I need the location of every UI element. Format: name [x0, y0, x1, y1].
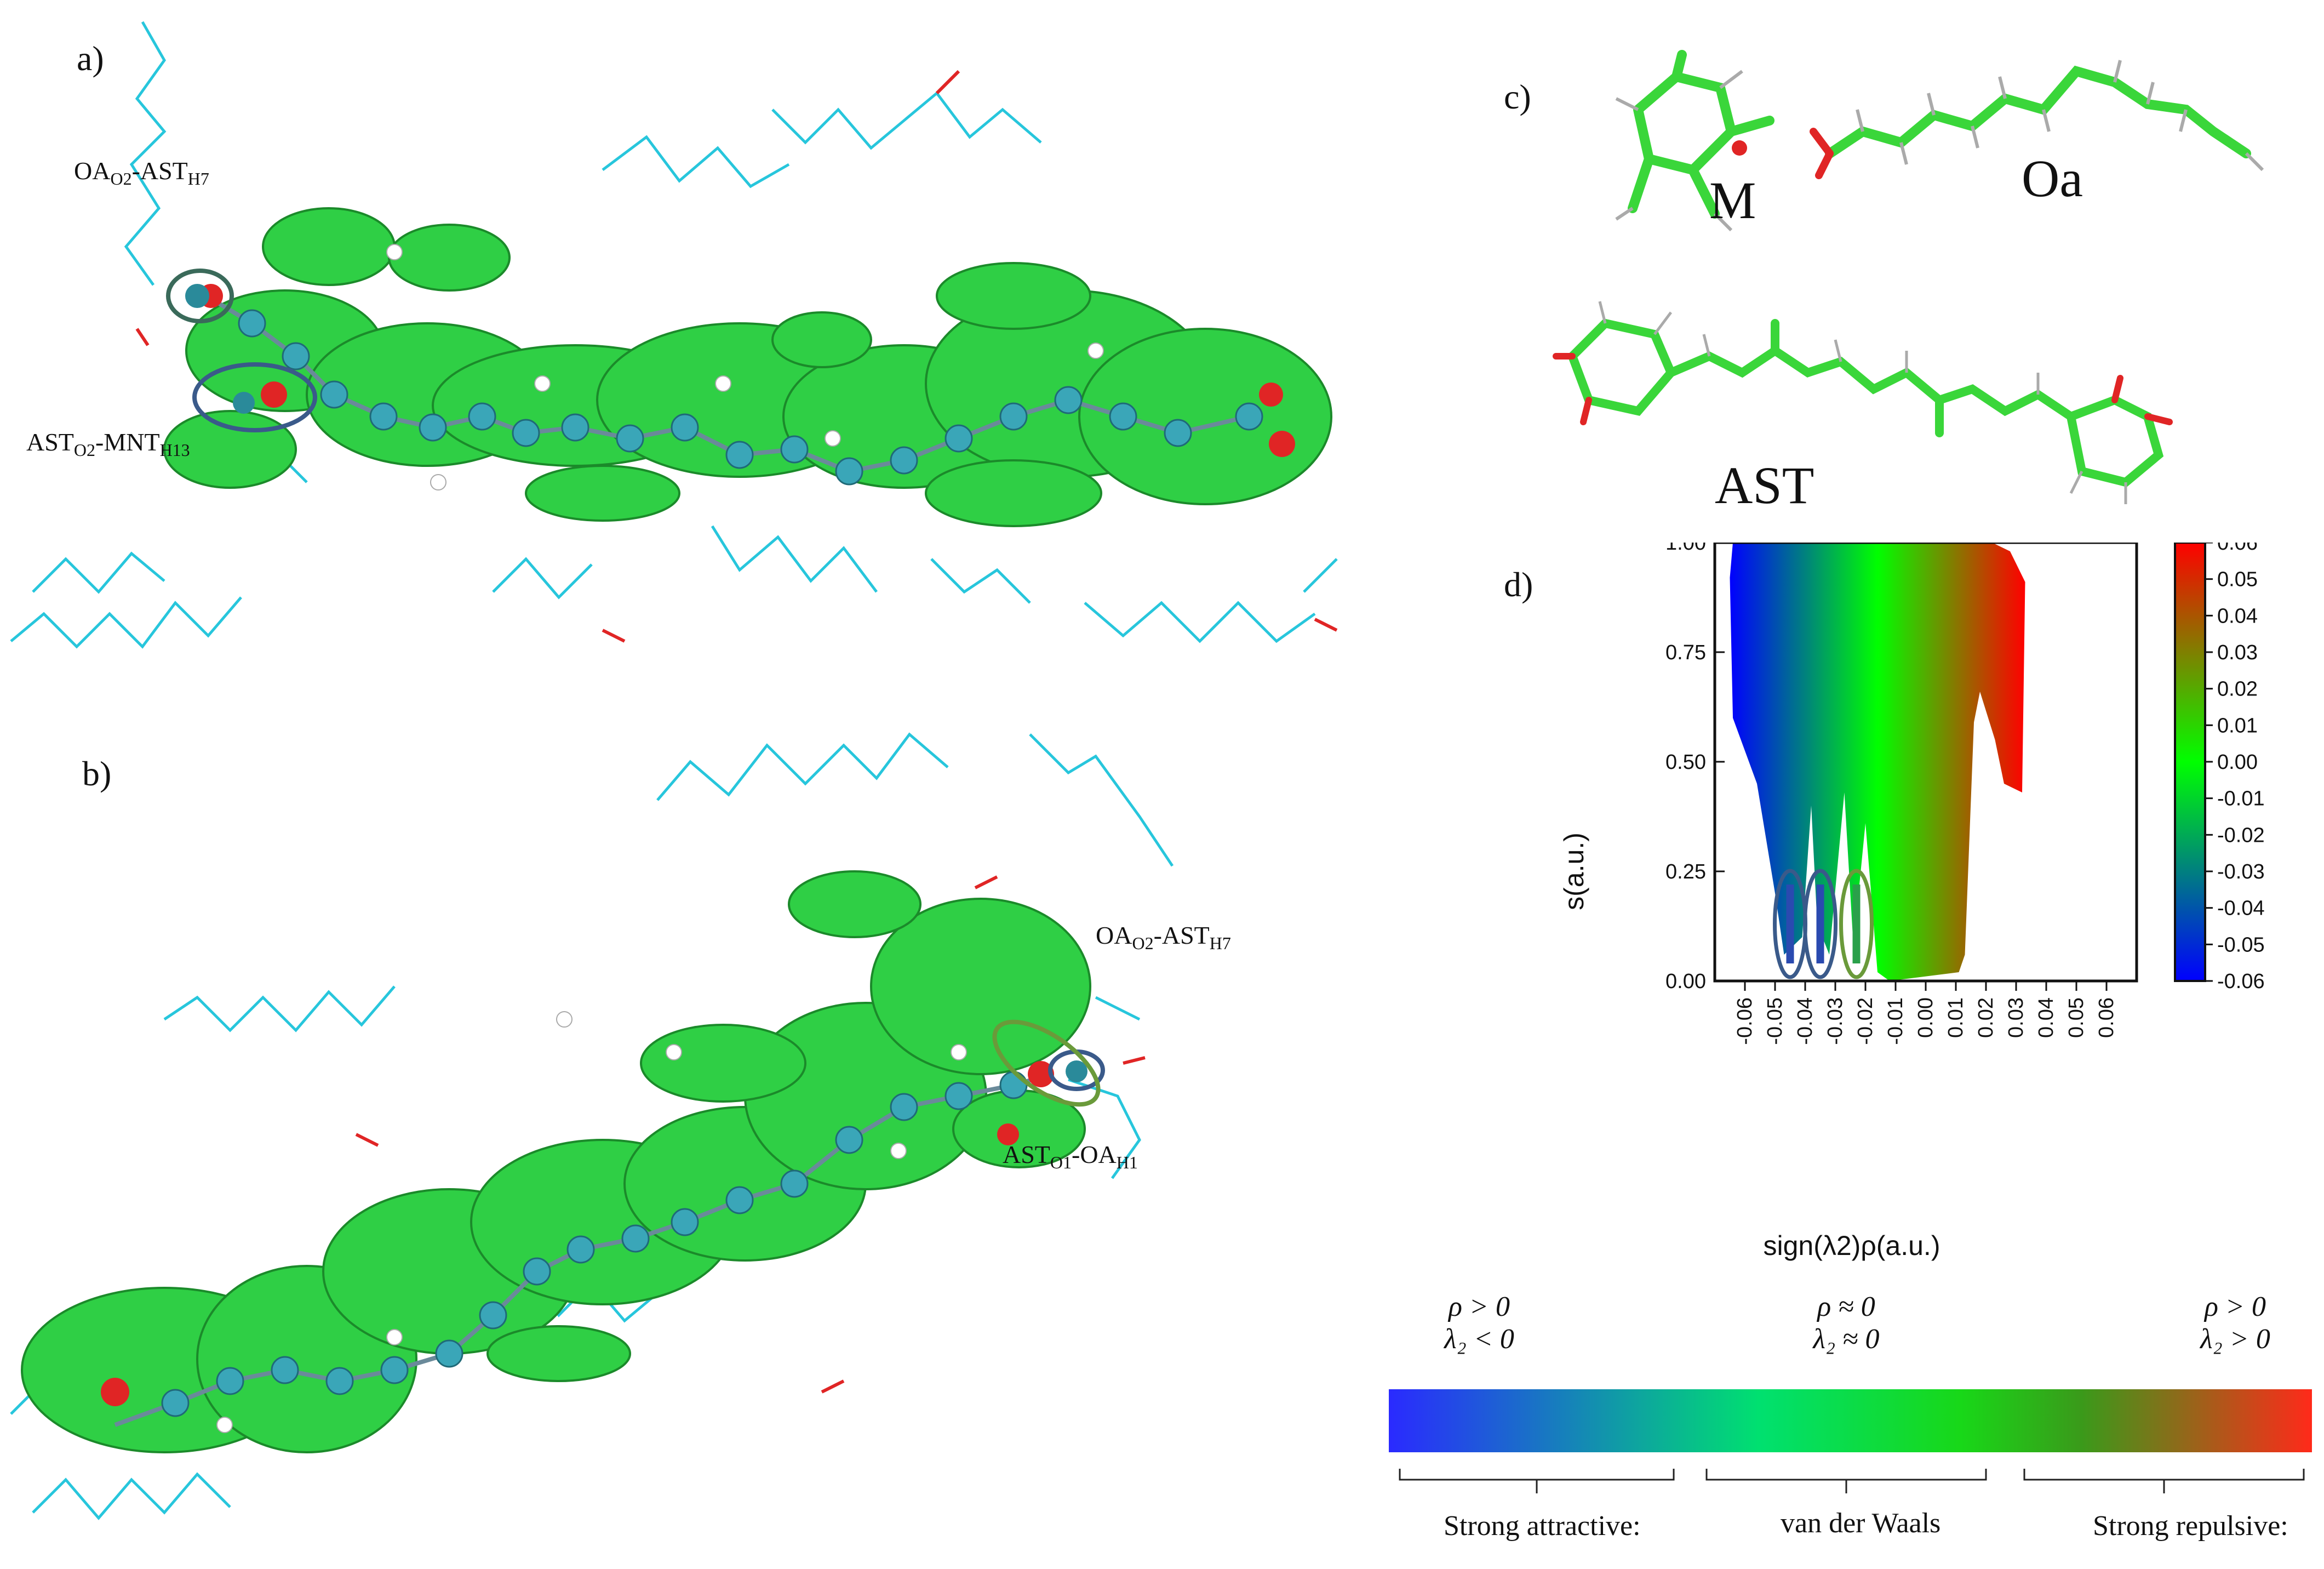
legend-middle-line1: ρ ≈ 0: [1817, 1291, 1875, 1322]
annotation-ast-o2-mnt-h13: ASTO2-MNTH13: [26, 428, 190, 460]
legend-caption-repulsive: Strong repulsive:: [2093, 1510, 2288, 1542]
x-tick-label-2: -0.04: [1794, 997, 1817, 1045]
colorbar-tick-label-5: 0.01: [2217, 714, 2258, 737]
colorbar-tick-label-10: -0.04: [2217, 897, 2265, 920]
y-tick-label-1: 0.25: [1665, 860, 1706, 883]
panel-c-label: c): [1504, 77, 1531, 116]
x-tick-label-11: 0.05: [2065, 997, 2088, 1038]
panel-b-label: b): [82, 754, 112, 793]
x-tick-label-3: -0.03: [1824, 997, 1847, 1045]
colorbar-tick-label-2: 0.04: [2217, 604, 2258, 627]
x-tick-label-8: 0.02: [1974, 997, 1997, 1038]
panel-b-molecule-view: [10, 732, 1174, 1520]
annotation-oa-o2-ast-h7-b: OAO2-ASTH7: [1096, 921, 1231, 953]
spike-ring-2: [1803, 869, 1838, 979]
colorbar-tick-label-1: 0.05: [2217, 568, 2258, 591]
y-axis-label: s(a.u.): [1561, 832, 1589, 910]
x-tick-label-7: 0.01: [1944, 997, 1967, 1038]
colorbar-tick-label-12: -0.06: [2217, 970, 2265, 993]
panel-a-label: a): [77, 39, 104, 78]
molecule-m-structure: [1615, 50, 1775, 232]
colorbar-tick-label-0: 0.06: [2217, 543, 2258, 555]
legend-left-header: ρ > 0 λ₂ < 0: [1435, 1291, 1523, 1355]
annotation-ast-o1-oa-h1: ASTO1-OAH1: [1003, 1140, 1138, 1172]
x-tick-label-5: -0.01: [1884, 997, 1907, 1045]
x-tick-label-6: 0.00: [1914, 997, 1937, 1038]
legend-right-header: ρ > 0 λ₂ > 0: [2191, 1291, 2279, 1355]
x-tick-label-12: 0.06: [2095, 997, 2118, 1038]
colorbar-tick-label-7: -0.01: [2217, 788, 2265, 811]
colorbar-tick-label-11: -0.05: [2217, 933, 2265, 956]
colorbar-tick-label-9: -0.03: [2217, 860, 2265, 883]
x-tick-label-4: -0.02: [1854, 997, 1877, 1045]
panel-d-label: d): [1504, 565, 1533, 604]
x-tick-label-9: 0.03: [2005, 997, 2028, 1038]
y-tick-label-3: 0.75: [1665, 641, 1706, 664]
legend-middle-line2: λ₂ ≈ 0: [1813, 1323, 1880, 1355]
legend-right-line2: λ₂ > 0: [2200, 1323, 2270, 1355]
x-axis-label: sign(λ2)ρ(a.u.): [1764, 1230, 1941, 1261]
panel-a-molecule-view: [10, 21, 1338, 649]
colorbar-tick-label-8: -0.02: [2217, 824, 2265, 847]
colorbar-tick-label-6: 0.00: [2217, 751, 2258, 774]
molecule-oa-label: Oa: [2022, 149, 2083, 208]
legend-caption-vdw: van der Waals: [1781, 1508, 1941, 1539]
legend-caption-attractive: Strong attractive:: [1444, 1510, 1641, 1542]
colorbar-tick-label-4: 0.02: [2217, 678, 2258, 701]
molecule-ast-structure: [1553, 301, 2173, 504]
legend-left-line1: ρ > 0: [1448, 1291, 1510, 1322]
legend-middle-header: ρ ≈ 0 λ₂ ≈ 0: [1802, 1291, 1890, 1355]
legend-right-line1: ρ > 0: [2204, 1291, 2266, 1322]
spike-ring-3: [1839, 869, 1874, 979]
x-tick-label-1: -0.05: [1764, 997, 1787, 1045]
annotation-oa-o2-ast-h7-a: OAO2-ASTH7: [74, 157, 209, 189]
legend-braces: [1399, 1469, 2305, 1493]
molecule-oa-structure: [1810, 60, 2264, 179]
panel-b-isosurfaces: [21, 870, 1091, 1453]
data-region: [1730, 543, 2025, 981]
x-tick-label-0: -0.06: [1733, 997, 1756, 1045]
molecule-m-label: M: [1709, 171, 1756, 230]
interaction-color-bar: [1389, 1389, 2312, 1452]
colorbar: [2174, 543, 2206, 982]
y-tick-label-4: 1.00: [1665, 543, 1706, 555]
y-tick-label-0: 0.00: [1665, 970, 1706, 993]
colorbar-tick-label-3: 0.03: [2217, 641, 2258, 664]
legend-left-line2: λ₂ < 0: [1444, 1323, 1514, 1355]
y-tick-label-2: 0.50: [1665, 751, 1706, 774]
panel-b-green-ring: [992, 1019, 1101, 1107]
panel-a-isosurfaces: [163, 207, 1332, 527]
x-tick-label-10: 0.04: [2035, 997, 2058, 1038]
molecule-ast-label: AST: [1715, 456, 1814, 515]
nci-scatter-plot: -0.06 -0.05 -0.04 -0.03 -0.02 -0.01 0.00 0.01 0.…: [1561, 543, 2265, 1261]
